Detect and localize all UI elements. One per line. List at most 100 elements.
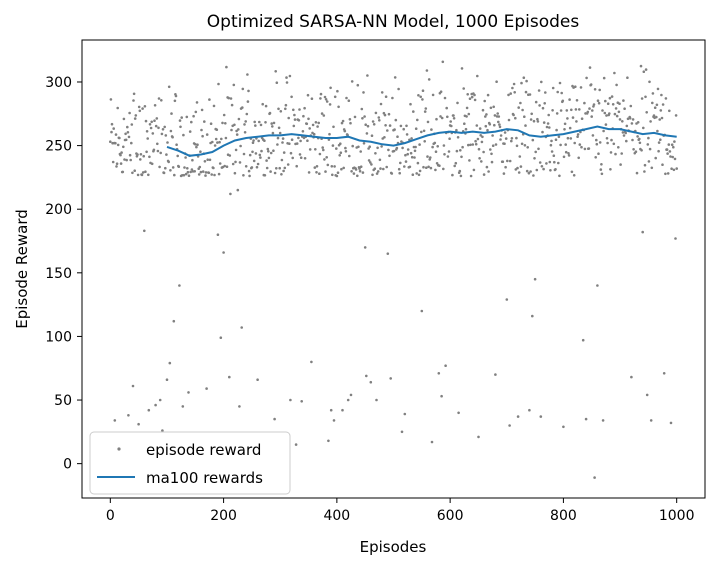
episode-reward-point <box>536 117 539 121</box>
y-axis-ticks: 0 50 100 150 200 250 300 <box>45 75 82 473</box>
episode-reward-point <box>256 378 259 382</box>
episode-reward-point <box>655 115 658 119</box>
y-tick-label: 200 <box>45 202 72 218</box>
episode-reward-point <box>476 137 480 141</box>
episode-reward-point <box>516 166 519 170</box>
episode-reward-point <box>442 144 446 147</box>
episode-reward-point <box>618 102 621 105</box>
episode-reward-point <box>416 161 420 165</box>
episode-reward-point <box>467 143 470 147</box>
episode-reward-point <box>536 120 540 123</box>
episode-reward-point <box>672 145 675 149</box>
episode-reward-point <box>287 116 291 120</box>
episode-reward-point <box>151 132 155 135</box>
episode-reward-point <box>127 414 130 417</box>
episode-reward-point <box>399 124 403 128</box>
episode-reward-point <box>563 122 567 126</box>
episode-reward-point <box>429 156 432 159</box>
episode-reward-point <box>160 99 163 102</box>
episode-reward-point <box>549 169 552 172</box>
episode-reward-point <box>425 166 428 169</box>
episode-reward-point <box>549 143 553 147</box>
episode-reward-point <box>265 166 269 170</box>
episode-reward-point <box>147 173 150 177</box>
episode-reward-point <box>363 115 366 118</box>
episode-reward-point <box>314 121 318 124</box>
episode-reward-point <box>313 166 317 169</box>
episode-reward-point <box>173 173 176 177</box>
episode-reward-point <box>173 99 177 103</box>
y-tick-label: 0 <box>63 457 72 473</box>
episode-reward-point <box>266 147 270 151</box>
episode-reward-point <box>155 117 159 120</box>
episode-reward-point <box>606 102 610 105</box>
episode-reward-point <box>468 97 472 100</box>
episode-reward-point <box>259 156 262 159</box>
episode-reward-point <box>669 155 672 158</box>
episode-reward-point <box>384 124 387 127</box>
episode-reward-point <box>565 109 569 112</box>
episode-reward-point <box>118 136 121 140</box>
episode-reward-point <box>184 172 188 176</box>
episode-reward-point <box>237 117 241 121</box>
episode-reward-point <box>259 123 263 127</box>
episode-reward-point <box>568 126 572 130</box>
episode-reward-point <box>303 157 307 160</box>
episode-reward-point <box>241 87 245 91</box>
episode-reward-point <box>204 171 208 174</box>
episode-reward-point <box>445 106 449 110</box>
episode-reward-point <box>420 130 423 134</box>
episode-reward-point <box>670 143 674 146</box>
episode-reward-point <box>153 119 156 122</box>
episode-reward-point <box>605 137 609 140</box>
episode-reward-point <box>122 145 125 149</box>
episode-reward-point <box>354 168 358 171</box>
episode-reward-point <box>271 125 274 128</box>
episode-reward-point <box>248 153 252 157</box>
episode-reward-point <box>217 82 220 86</box>
episode-reward-point <box>212 104 216 108</box>
episode-reward-point <box>319 97 322 100</box>
episode-reward-point <box>484 124 488 128</box>
episode-reward-point <box>456 101 459 105</box>
episode-reward-point <box>459 149 462 152</box>
episode-reward-point <box>115 162 119 165</box>
episode-reward-point <box>201 134 204 138</box>
episode-reward-point <box>289 398 292 402</box>
episode-reward-point <box>184 156 187 159</box>
episode-reward-point <box>617 110 621 114</box>
episode-reward-point <box>639 64 643 68</box>
episode-reward-point <box>268 111 272 115</box>
episode-reward-point <box>267 150 270 153</box>
episode-reward-point <box>114 141 117 145</box>
episode-reward-point <box>205 387 208 390</box>
episode-reward-point <box>395 146 399 150</box>
episode-reward-point <box>336 171 340 174</box>
episode-reward-point <box>322 114 326 117</box>
episode-reward-point <box>387 112 391 116</box>
episode-reward-point <box>604 123 608 126</box>
episode-reward-point <box>669 421 673 425</box>
episode-reward-point <box>178 119 182 122</box>
episode-reward-point <box>171 166 175 169</box>
episode-reward-point <box>561 99 565 103</box>
episode-reward-point <box>396 135 399 138</box>
episode-reward-point <box>492 105 496 109</box>
episode-reward-point <box>277 107 280 111</box>
episode-reward-point <box>631 138 634 142</box>
episode-reward-point <box>517 106 520 109</box>
episode-reward-point <box>273 171 277 175</box>
episode-reward-point <box>491 134 494 137</box>
episode-reward-point <box>602 129 605 133</box>
episode-reward-point <box>408 165 412 169</box>
episode-reward-point <box>643 170 646 173</box>
episode-reward-point <box>340 167 343 171</box>
episode-reward-point <box>485 165 489 169</box>
episode-reward-point <box>257 139 261 143</box>
x-tick-label: 0 <box>106 508 115 524</box>
episode-reward-point <box>329 86 332 90</box>
episode-reward-point <box>431 93 435 97</box>
episode-reward-point <box>491 144 495 147</box>
episode-reward-point <box>152 148 156 152</box>
episode-reward-point <box>520 81 523 85</box>
